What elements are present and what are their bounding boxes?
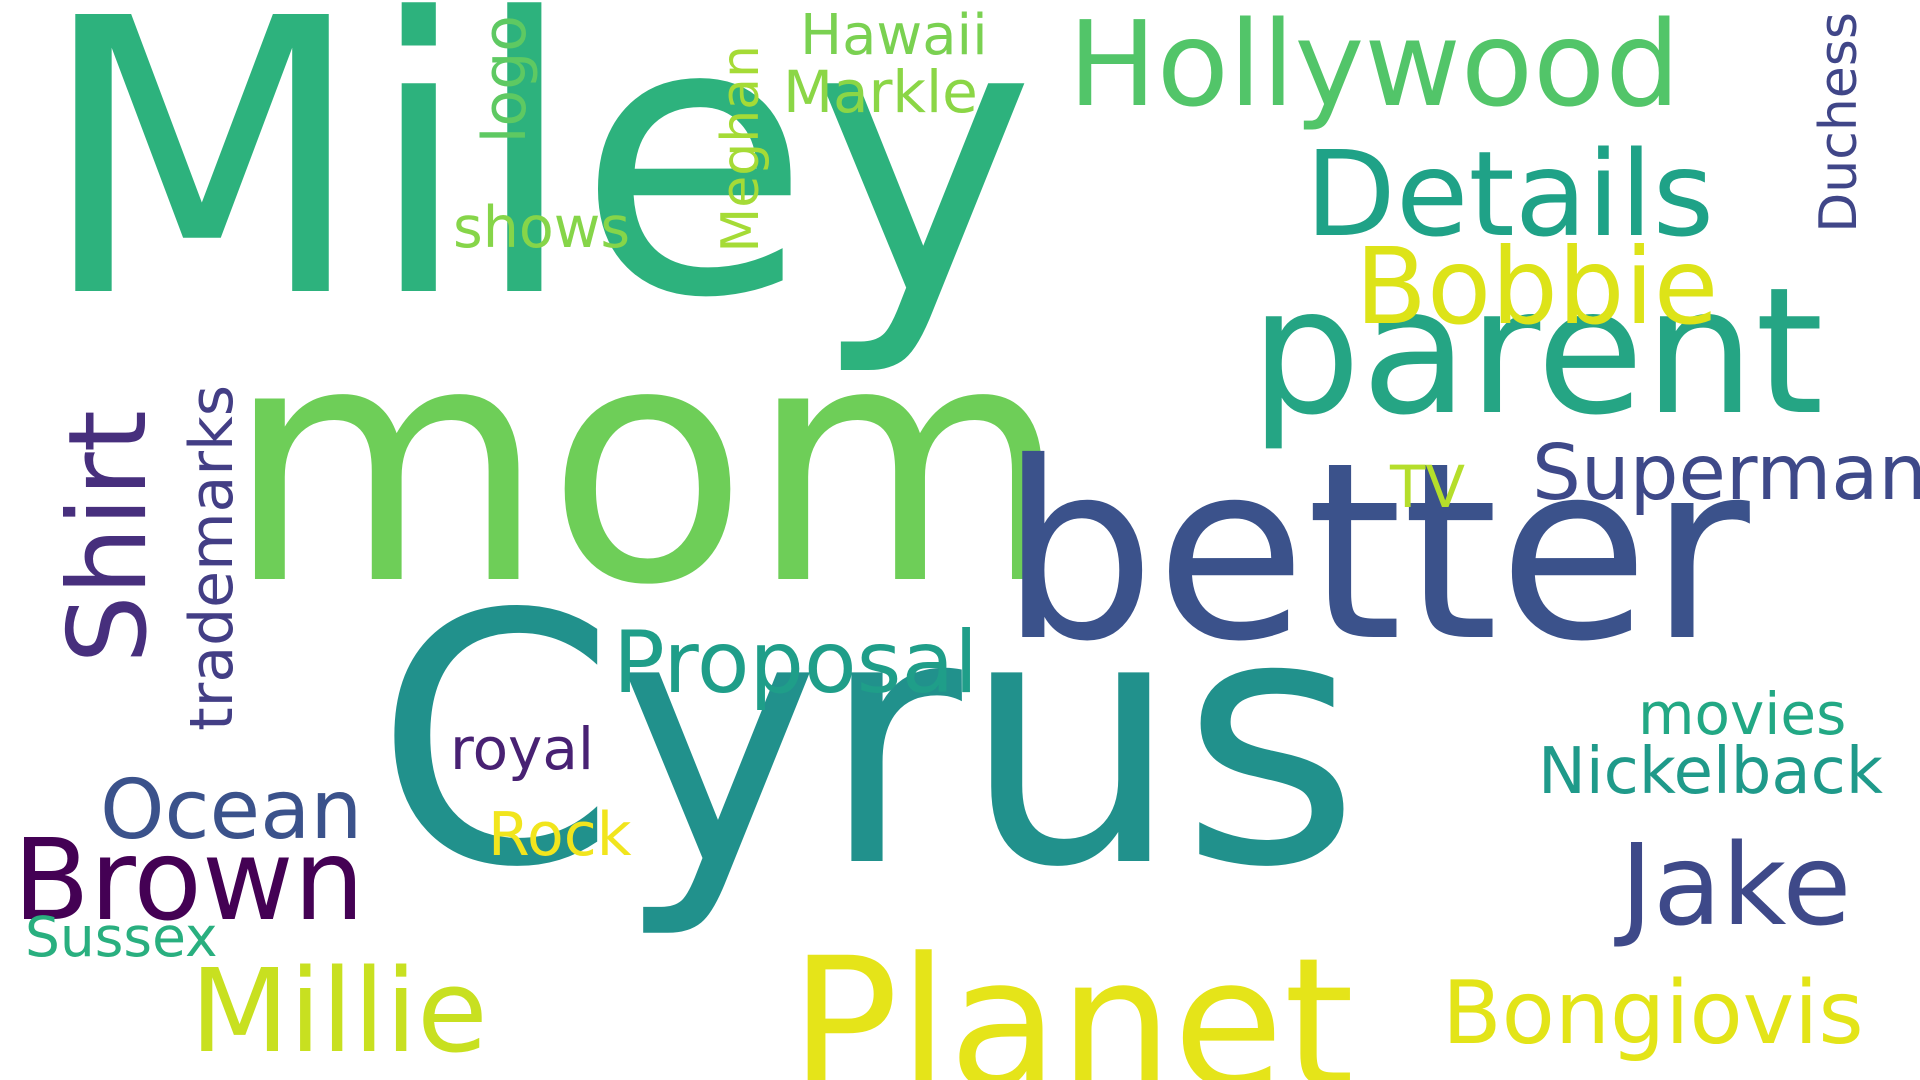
word-bobbie: Bobbie xyxy=(1355,226,1719,348)
word-parent: parent xyxy=(1250,251,1824,454)
word-ocean: Ocean xyxy=(100,763,363,858)
word-markle: Markle xyxy=(783,58,978,126)
word-logo: logo xyxy=(470,15,540,144)
word-hollywood: Hollywood xyxy=(1068,0,1681,133)
word-shirt: Shirt xyxy=(46,410,171,664)
word-royal: royal xyxy=(450,715,595,783)
word-planet: Planet xyxy=(790,920,1355,1080)
word-shows: shows xyxy=(453,195,631,261)
word-details: Details xyxy=(1305,125,1715,263)
word-tv: TV xyxy=(1390,453,1466,521)
word-mom: mom xyxy=(225,273,1070,657)
word-superman: Superman xyxy=(1532,429,1920,518)
word-trademarks: trademarks xyxy=(177,385,247,731)
word-duchess: Duchess xyxy=(1809,12,1869,233)
word-nickelback: Nickelback xyxy=(1538,735,1883,809)
word-hawaii: Hawaii xyxy=(800,3,988,68)
word-cyrus: Cyrus xyxy=(375,542,1361,943)
word-proposal: Proposal xyxy=(613,613,979,713)
word-sussex: Sussex xyxy=(25,905,218,969)
word-miley: Miley xyxy=(38,0,1036,381)
word-better: better xyxy=(1000,410,1750,695)
word-movies: movies xyxy=(1638,680,1847,748)
word-rock: Rock xyxy=(488,800,632,870)
word-meghan: Meghan xyxy=(711,45,771,253)
word-jake: Jake xyxy=(1620,821,1852,951)
word-bongiovis: Bongiovis xyxy=(1442,962,1864,1064)
word-brown: Brown xyxy=(13,816,365,946)
word-millie: Millie xyxy=(190,945,488,1079)
